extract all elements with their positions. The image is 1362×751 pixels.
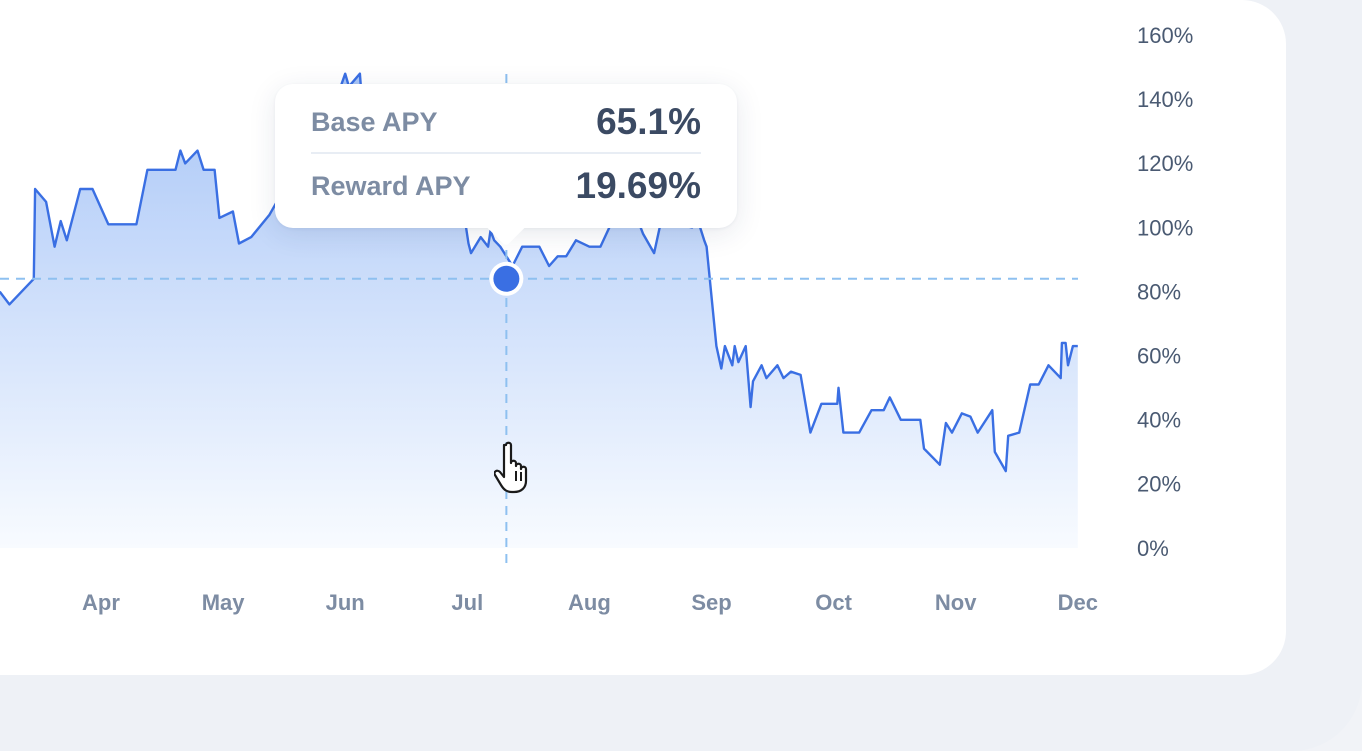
- x-tick-label: Nov: [935, 590, 977, 615]
- y-axis: 160% 140% 120% 100% 80% 60% 40% 20% 0%: [1137, 23, 1193, 561]
- x-tick-label: Sep: [691, 590, 731, 615]
- y-tick-label: 80%: [1137, 279, 1181, 304]
- y-tick-label: 40%: [1137, 408, 1181, 433]
- y-tick-label: 100%: [1137, 215, 1193, 240]
- area-fill: [0, 73, 1078, 548]
- hand-cursor-icon: [494, 441, 528, 494]
- y-tick-label: 140%: [1137, 87, 1193, 112]
- x-tick-label: Oct: [815, 590, 852, 615]
- tooltip-row-reward-apy: Reward APY 19.69%: [311, 165, 702, 206]
- x-tick-label: May: [202, 590, 246, 615]
- tooltip-label-base-apy: Base APY: [311, 106, 438, 137]
- tooltip-row-base-apy: Base APY 65.1%: [311, 101, 701, 142]
- x-axis: Apr May Jun Jul Aug Sep Oct Nov Dec: [82, 590, 1098, 615]
- y-tick-label: 120%: [1137, 151, 1193, 176]
- y-tick-label: 160%: [1137, 23, 1193, 48]
- x-tick-label: Aug: [568, 590, 611, 615]
- tooltip-label-reward-apy: Reward APY: [311, 170, 471, 201]
- y-tick-label: 60%: [1137, 344, 1181, 369]
- y-tick-label: 20%: [1137, 472, 1181, 497]
- tooltip-value-base-apy: 65.1%: [596, 101, 701, 142]
- x-tick-label: Jun: [326, 590, 365, 615]
- y-tick-label: 0%: [1137, 536, 1169, 561]
- hover-point[interactable]: [493, 265, 520, 292]
- x-tick-label: Apr: [82, 590, 120, 615]
- x-tick-label: Dec: [1058, 590, 1098, 615]
- tooltip-value-reward-apy: 19.69%: [575, 165, 702, 206]
- tooltip-card: [275, 84, 737, 228]
- x-tick-label: Jul: [451, 590, 483, 615]
- tooltip-divider: [311, 152, 701, 154]
